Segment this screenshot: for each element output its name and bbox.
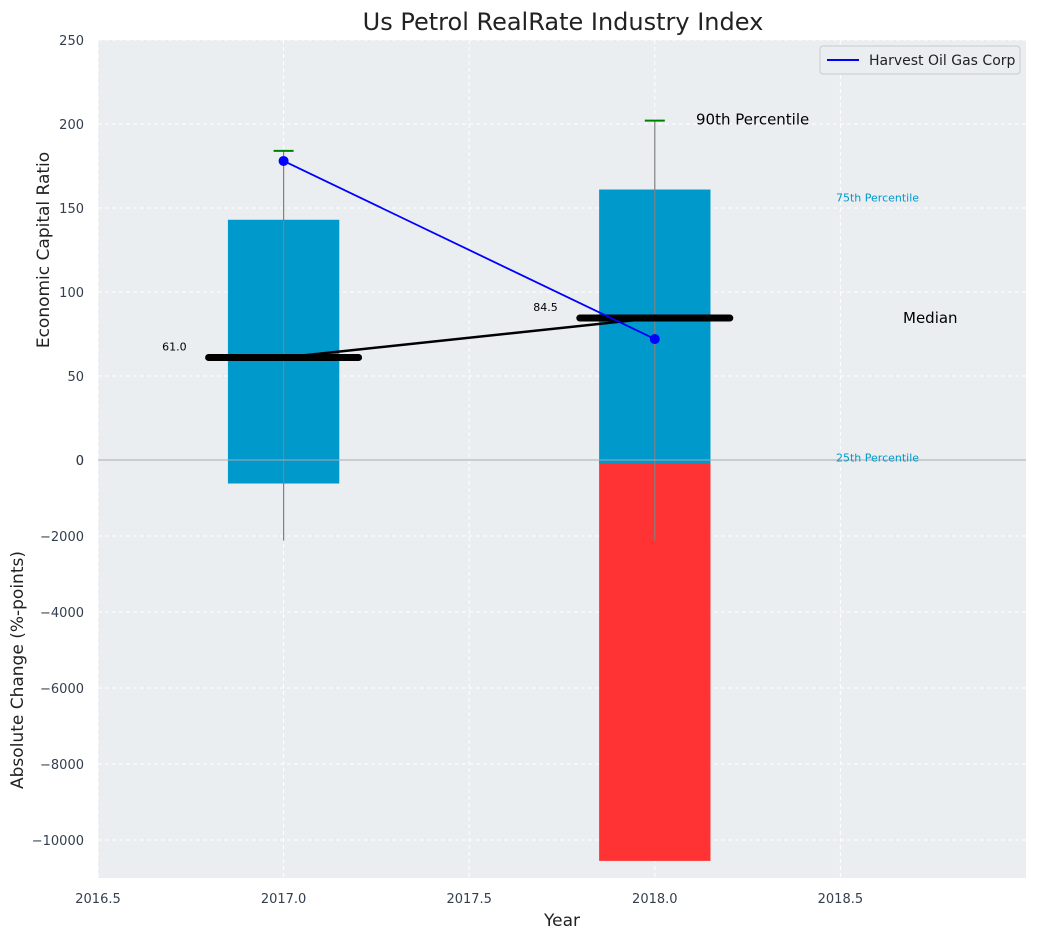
top-y-tick-label: 100 [59, 286, 84, 301]
chart-title: Us Petrol RealRate Industry Index [363, 8, 764, 36]
legend: Harvest Oil Gas Corp [819, 45, 1021, 75]
p75-annotation: 75th Percentile [836, 192, 919, 205]
legend-entry-company: Harvest Oil Gas Corp [869, 53, 1016, 69]
top-y-tick-label: 250 [59, 34, 84, 49]
legend-box [819, 45, 1021, 75]
company-point [649, 334, 660, 345]
x-axis-label: Year [543, 911, 580, 931]
median-value-label: 61.0 [162, 341, 187, 354]
median-annotation: Median [903, 309, 958, 327]
bottom-y-tick-label: −2000 [40, 530, 84, 545]
bottom-y-zero-label: 0 [76, 454, 84, 469]
top-y-tick-label: 150 [59, 202, 84, 217]
x-tick-label: 2018.0 [632, 892, 678, 907]
bottom-y-tick-label: −4000 [40, 606, 84, 621]
x-tick-label: 2017.5 [446, 892, 492, 907]
labels-layer: 2016.5 2017.0 2017.5 2018.0 2018.5 0 50 100 150 2… [32, 34, 958, 907]
p25-annotation: 25th Percentile [836, 451, 919, 464]
top-y-tick-label: 50 [67, 370, 84, 385]
bottom-y-tick-label: −6000 [40, 682, 84, 697]
x-tick-label: 2016.5 [75, 892, 121, 907]
company-line [283, 160, 656, 340]
median-line [283, 316, 655, 359]
bottom-y-tick-label: −10000 [32, 834, 84, 849]
median-value-label: 84.5 [533, 301, 558, 314]
bottom-y-axis-label: Absolute Change (%-points) [8, 551, 28, 789]
x-tick-label: 2017.0 [261, 892, 307, 907]
company-point [278, 155, 289, 166]
bottom-y-tick-label: −8000 [40, 758, 84, 773]
x-tick-label: 2018.5 [818, 892, 864, 907]
p90-annotation: 90th Percentile [696, 111, 809, 129]
marks-layer [98, 119, 1026, 861]
top-y-tick-label: 0 [76, 454, 84, 469]
top-y-axis-label: Economic Capital Ratio [34, 152, 54, 348]
bottom-panel-background [98, 460, 1026, 878]
top-y-tick-label: 200 [59, 118, 84, 133]
